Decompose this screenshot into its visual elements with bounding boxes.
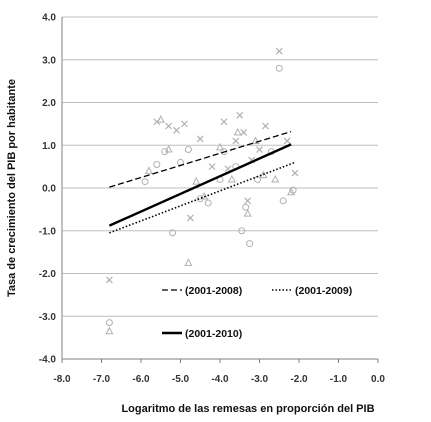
data-point-triangle-marker <box>105 326 114 335</box>
data-point-x-marker <box>232 137 240 145</box>
data-point-x-marker <box>196 135 204 143</box>
data-point-triangle-marker <box>192 177 201 185</box>
data-point-circle-marker <box>289 186 297 194</box>
y-tick-label: -2.0 <box>39 269 57 280</box>
data-point-circle-marker <box>169 229 177 237</box>
y-tick-label: -1.0 <box>39 226 57 237</box>
y-tick-label: 4.0 <box>42 13 56 24</box>
y-tick-label: 3.0 <box>42 55 56 66</box>
data-point-circle-marker <box>275 64 283 72</box>
data-point-circle-marker <box>242 203 250 211</box>
x-tick-label: -6.0 <box>132 374 150 385</box>
data-point-triangle-marker <box>184 258 193 266</box>
data-point-x-marker <box>240 129 248 136</box>
data-point-triangle-marker <box>287 187 296 196</box>
trend-line-solid <box>108 143 292 227</box>
data-point-triangle-marker <box>144 166 153 174</box>
data-point-x-marker <box>165 122 173 130</box>
x-tick-label: -1.0 <box>330 374 348 385</box>
trend-line-dashed <box>109 130 292 188</box>
data-point-x-marker <box>105 276 113 284</box>
data-point-circle-marker <box>153 160 161 168</box>
x-tick-label: -4.0 <box>211 374 229 385</box>
x-tick-label: -3.0 <box>251 374 269 385</box>
data-point-circle-marker <box>105 319 113 327</box>
axes <box>61 17 379 363</box>
x-tick-label: -8.0 <box>53 374 71 385</box>
legend-label: (2001-2010) <box>185 328 242 340</box>
data-point-x-marker <box>220 118 228 126</box>
data-point-x-marker <box>291 169 299 177</box>
data-point-triangle-marker <box>259 170 268 179</box>
y-tick-label: -3.0 <box>39 312 57 323</box>
trend-lines <box>108 130 296 234</box>
trend-line-dotted <box>109 161 296 234</box>
data-point-x-marker <box>275 47 283 55</box>
data-point-circle-marker <box>184 146 192 154</box>
x-tick-label: 0.0 <box>371 374 385 385</box>
data-point-triangle-marker <box>227 174 236 183</box>
data-point-x-marker <box>262 122 269 130</box>
x-tick-label: -7.0 <box>93 374 111 385</box>
data-point-x-marker <box>283 137 291 145</box>
data-point-x-marker <box>208 163 216 171</box>
data-point-circle-marker <box>196 195 204 203</box>
data-point-x-marker <box>173 126 180 134</box>
data-point-circle-marker <box>161 148 169 156</box>
x-tick-label: -2.0 <box>290 374 308 385</box>
data-point-triangle-marker <box>233 127 242 136</box>
y-tick-label: -4.0 <box>39 355 57 366</box>
data-point-circle-marker <box>246 240 254 248</box>
data-point-circle-marker <box>204 199 212 207</box>
x-tick-label: -5.0 <box>172 374 190 385</box>
legend: (2001-2008) (2001-2009) (2001-2010) <box>162 285 352 340</box>
y-tick-label: 1.0 <box>42 141 56 152</box>
gridlines <box>62 16 378 360</box>
data-point-triangle-marker <box>251 136 260 144</box>
data-point-triangle-marker <box>243 209 252 217</box>
data-point-x-marker <box>181 120 188 128</box>
data-point-circle-marker <box>238 227 246 235</box>
x-axis-title: Logaritmo de las remesas en proporción d… <box>121 403 374 415</box>
data-point-circle-marker <box>279 197 287 205</box>
data-point-triangle-marker <box>215 142 225 151</box>
data-point-x-marker <box>186 214 194 222</box>
y-tick-label: 2.0 <box>42 98 56 109</box>
data-point-x-marker <box>244 197 252 205</box>
legend-label: (2001-2009) <box>295 285 352 297</box>
data-point-triangle-marker <box>271 174 280 183</box>
legend-label: (2001-2008) <box>185 285 242 297</box>
data-point-triangle-marker <box>164 144 173 153</box>
y-tick-label: 0.0 <box>42 184 56 195</box>
data-point-circle-marker <box>141 178 149 186</box>
data-point-triangle-marker <box>200 191 209 200</box>
tick-labels: 4.0 3.0 2.0 1.0 0.0 -1.0 -2.0 -3.0 -4.0 -8.0 -7.0 -… <box>39 13 386 386</box>
y-axis-title: Tasa de crecimiento del PIB por habitant… <box>6 79 18 297</box>
data-point-triangle-marker <box>156 115 165 123</box>
data-point-x-marker <box>256 146 263 153</box>
data-point-x-marker <box>236 111 244 119</box>
